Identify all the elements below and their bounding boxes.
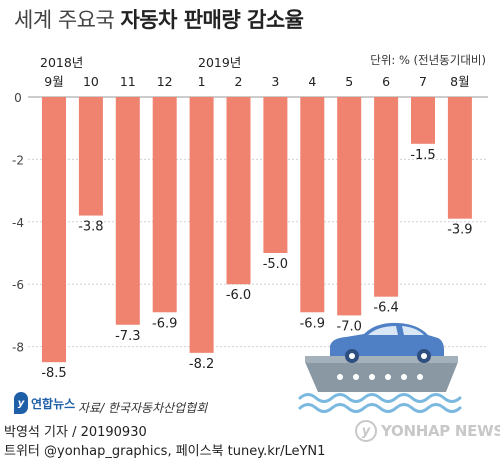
x-tick-label: 8월 [450, 74, 469, 89]
data-label: -5.0 [263, 257, 288, 272]
data-label: -7.3 [115, 329, 140, 344]
bar [78, 97, 103, 216]
data-label: -6.9 [300, 316, 325, 331]
x-tick-label: 5 [345, 74, 353, 89]
data-label: -7.0 [337, 319, 362, 334]
y-tick-label: -2 [12, 153, 24, 167]
reporter-line: 박영석 기자 / 20190930 [4, 425, 147, 440]
watermark-text: YONHAP NEWS [381, 422, 500, 440]
data-label: -1.5 [410, 148, 435, 163]
x-axis-labels: 9월 10 11 12 1 2 3 4 5 6 7 8월 [44, 74, 469, 89]
data-label: -6.4 [373, 301, 398, 316]
logo-text: 연합뉴스 [31, 396, 76, 411]
title-part1: 세계 주요국 [14, 8, 115, 32]
title-part2: 자동차 판매량 감소율 [120, 8, 304, 32]
data-label: -6.0 [226, 288, 251, 303]
source-note: 자료/ 한국자동차산업협회 [78, 401, 208, 415]
value-labels: -8.5 -3.8 -7.3 -6.9 -8.2 -6.0 -5.0 -6.9 -7.0 -6.4… [41, 148, 472, 381]
bar [337, 97, 362, 316]
car-ship-illustration [298, 322, 462, 413]
data-label: -8.2 [189, 357, 214, 372]
x-tick-label: 11 [120, 74, 136, 89]
y-tick-label: 0 [14, 91, 22, 105]
chart-title: 세계 주요국 자동차 판매량 감소율 [14, 4, 304, 34]
bar [115, 97, 140, 325]
yonhap-news-watermark: y YONHAP NEWS [355, 420, 500, 442]
x-tick-label: 9월 [44, 74, 63, 89]
bar [263, 97, 288, 253]
x-tick-label: 7 [419, 74, 427, 89]
bar [226, 97, 251, 285]
year-2019-label: 2019년 [198, 55, 242, 70]
bar [300, 97, 325, 313]
bar [189, 97, 214, 353]
y-tick-label: -4 [12, 216, 24, 230]
bars [42, 97, 472, 363]
bar [447, 97, 472, 219]
watermark-mark-icon: y [355, 420, 377, 442]
unit-label: 단위: % (전년동기대비) [370, 53, 486, 67]
x-tick-label: 6 [382, 74, 390, 89]
data-label: -6.9 [152, 316, 177, 331]
x-tick-label: 2 [235, 74, 243, 89]
y-tick-label: -8 [12, 341, 24, 355]
x-tick-label: 3 [271, 74, 279, 89]
x-tick-label: 1 [198, 74, 206, 89]
y-tick-label: -6 [12, 278, 24, 292]
data-label: -3.9 [447, 223, 472, 238]
logo-mark-icon: y [14, 392, 28, 414]
x-tick-label: 4 [308, 74, 316, 89]
data-label: -8.5 [41, 366, 66, 381]
sns-line: 트위터 @yonhap_graphics, 페이스북 tuney.kr/LeYN… [4, 444, 326, 459]
bar [374, 97, 399, 297]
x-tick-label: 12 [157, 74, 173, 89]
ship-icon [305, 356, 458, 392]
x-tick-label: 10 [83, 74, 99, 89]
year-2018-label: 2018년 [40, 55, 84, 70]
bar [411, 97, 435, 144]
bar [152, 97, 177, 313]
wave-icon [298, 393, 462, 413]
car-icon [330, 322, 444, 363]
y-axis-ticks: 0 -2 -4 -6 -8 [12, 91, 24, 355]
yonhap-logo: y 연합뉴스 [14, 392, 75, 414]
bar [42, 97, 66, 363]
data-label: -3.8 [78, 220, 103, 235]
